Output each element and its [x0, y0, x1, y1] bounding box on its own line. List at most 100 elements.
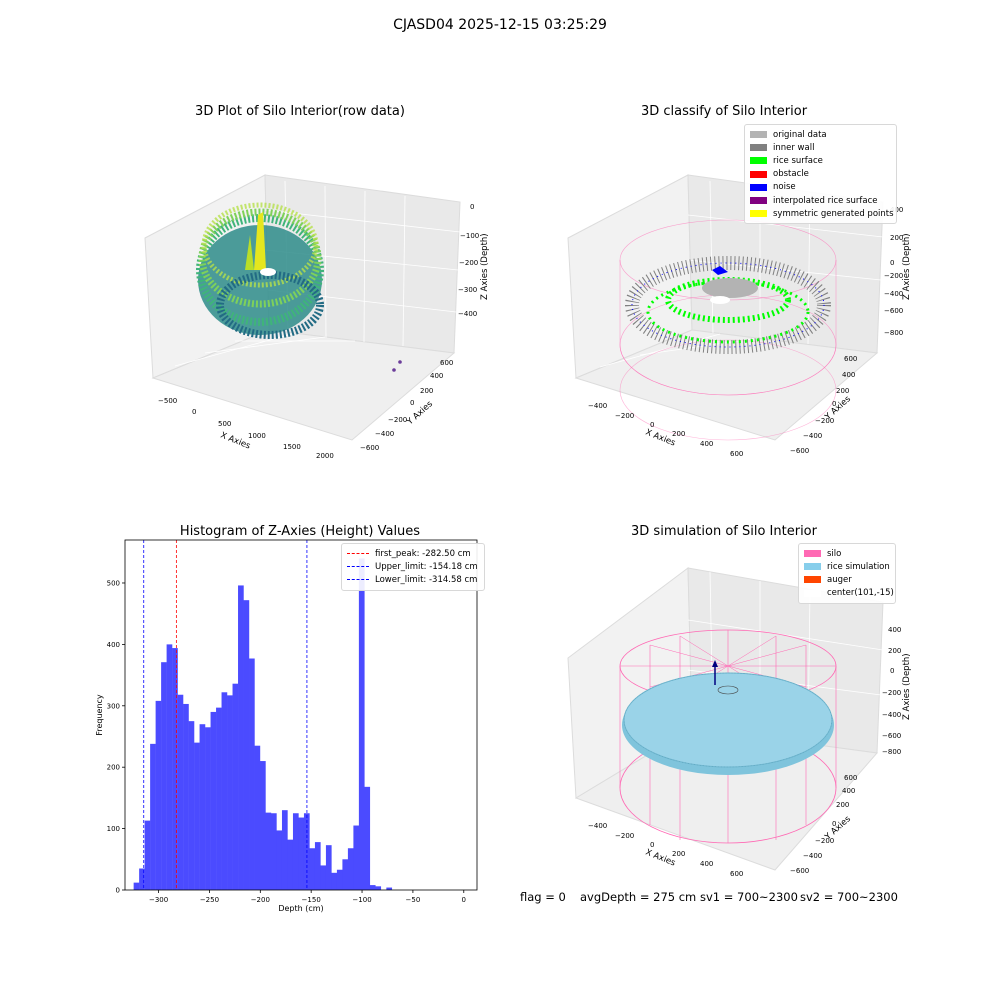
histogram-bar: [133, 882, 140, 890]
simulation-legend-item: center(101,-15): [804, 587, 894, 600]
status-sv1: sv1 = 700~2300: [700, 890, 798, 904]
histogram-y-ticks: 0 100 200 300 400 500: [107, 579, 125, 895]
histogram-bar: [172, 648, 178, 890]
simulation-plot-title: 3D simulation of Silo Interior: [631, 524, 817, 539]
raw-plot-title: 3D Plot of Silo Interior(row data): [195, 104, 405, 119]
classify-plot-title: 3D classify of Silo Interior: [640, 104, 808, 119]
histogram-x-tick-label: −50: [406, 896, 421, 904]
status-sv2: sv2 = 700~2300: [800, 890, 898, 904]
simulation-legend-swatch: [804, 576, 821, 584]
classify-legend-label: inner wall: [773, 142, 815, 153]
raw-x-tick-3: 1000: [248, 432, 266, 440]
classify-y-tick-3: 0: [832, 400, 836, 408]
classify-x-tick-5: 600: [730, 450, 743, 458]
simulation-z-tick-5: −600: [882, 732, 901, 740]
simulation-geometry: [619, 629, 837, 844]
histogram-bar: [347, 848, 354, 890]
histogram-bar: [353, 825, 360, 890]
histogram-bar: [325, 845, 332, 890]
simulation-legend-swatch: [804, 563, 821, 571]
histogram-x-ticks: −300 −250 −200 −150 −100 −50 0: [149, 890, 466, 904]
classify-legend-label: original data: [773, 129, 827, 140]
raw-z-axis-label: Z Axies (Depth): [480, 233, 490, 300]
raw-z-tick-2: −200: [459, 259, 478, 267]
histogram-bar: [314, 842, 321, 890]
raw-z-tick-0: 0: [470, 203, 474, 211]
simulation-3d-plot: −400 −200 0 200 400 600 −600 −400 −200 0…: [567, 567, 912, 878]
raw-3d-plot: −500 0 500 1000 1500 2000 −600 −400 −200…: [144, 174, 490, 460]
histogram-bar: [139, 868, 145, 890]
classify-legend-label: obstacle: [773, 169, 809, 180]
histogram-bar: [232, 683, 239, 890]
histogram-x-tick-label: −200: [251, 896, 270, 904]
simulation-legend-swatch: [804, 589, 821, 597]
histogram-bar: [276, 830, 283, 890]
simulation-y-tick-3: 0: [832, 820, 836, 828]
simulation-x-tick-2: 0: [650, 841, 654, 849]
simulation-y-axis-label: Y Axies: [823, 814, 854, 843]
classify-z-tick-6: −800: [884, 329, 903, 337]
classify-point-cloud: [619, 219, 837, 441]
histogram-bar: [270, 813, 277, 890]
histogram-bar: [194, 742, 200, 890]
raw-y-tick-2: −200: [388, 416, 407, 424]
histogram-title: Histogram of Z-Axies (Height) Values: [179, 524, 421, 539]
histogram-bar: [265, 812, 272, 890]
raw-y-tick-6: 600: [440, 359, 453, 367]
histogram-bar: [144, 820, 151, 890]
histogram-legend-label: Upper_limit: -154.18 cm: [375, 561, 478, 572]
classify-z-tick-5: −600: [884, 307, 903, 315]
classify-legend-swatch: [750, 170, 767, 178]
raw-point-cloud: [196, 202, 402, 372]
classify-z-tick-2: 0: [890, 259, 894, 267]
histogram-x-axis-label: Depth (cm): [278, 904, 323, 913]
simulation-x-tick-3: 200: [672, 850, 685, 858]
simulation-x-tick-0: −400: [588, 822, 607, 830]
histogram-bar: [292, 813, 299, 890]
histogram-bar: [155, 700, 162, 890]
simulation-x-tick-4: 400: [700, 860, 713, 868]
histogram-legend-item: first_peak: -282.50 cm: [347, 547, 479, 560]
histogram-legend-line: [347, 579, 369, 581]
classify-legend-swatch: [750, 197, 767, 205]
classify-y-tick-5: 400: [842, 371, 855, 379]
histogram-legend-line: [347, 553, 369, 555]
simulation-legend: silo rice simulation auger center(101,-1…: [798, 543, 896, 604]
simulation-legend-label: center(101,-15): [827, 588, 894, 599]
status-avg-depth: avgDepth = 275 cm: [580, 890, 697, 904]
histogram-bar: [249, 658, 255, 890]
classify-y-tick-0: −600: [790, 447, 809, 455]
classify-y-tick-2: −200: [815, 417, 834, 425]
simulation-y-tick-0: −600: [790, 867, 809, 875]
histogram-bar: [177, 694, 184, 890]
histogram-y-tick-label: 300: [107, 702, 120, 710]
histogram-bar: [161, 662, 167, 890]
histogram-bar: [150, 743, 156, 890]
simulation-x-tick-5: 600: [730, 870, 743, 878]
histogram-bar: [342, 859, 349, 890]
classify-z-tick-4: −400: [884, 290, 903, 298]
classify-y-tick-4: 200: [836, 387, 849, 395]
histogram-bar: [227, 695, 233, 890]
simulation-y-tick-2: −200: [815, 837, 834, 845]
classify-legend: original data inner wall rice surface ob…: [744, 124, 897, 225]
raw-y-tick-3: 0: [410, 399, 414, 407]
simulation-y-tick-6: 600: [844, 774, 857, 782]
status-flag: flag = 0: [520, 890, 566, 904]
histogram-bar: [210, 711, 217, 890]
simulation-z-tick-4: −400: [882, 711, 901, 719]
classify-legend-item: original data: [750, 128, 891, 141]
raw-x-tick-5: 2000: [316, 452, 334, 460]
simulation-legend-item: silo: [804, 547, 890, 560]
classify-legend-swatch: [750, 183, 767, 191]
histogram-legend-item: Upper_limit: -154.18 cm: [347, 560, 479, 573]
histogram-bar: [238, 585, 244, 890]
histogram-bar: [320, 865, 327, 890]
raw-y-tick-1: −400: [375, 430, 394, 438]
histogram-plot-frame: [124, 539, 478, 891]
histogram-legend-label: first_peak: -282.50 cm: [375, 548, 471, 559]
classify-x-tick-4: 400: [700, 440, 713, 448]
histogram-bar: [375, 886, 382, 890]
classify-legend-swatch: [750, 131, 767, 139]
histogram-bar: [188, 721, 195, 890]
